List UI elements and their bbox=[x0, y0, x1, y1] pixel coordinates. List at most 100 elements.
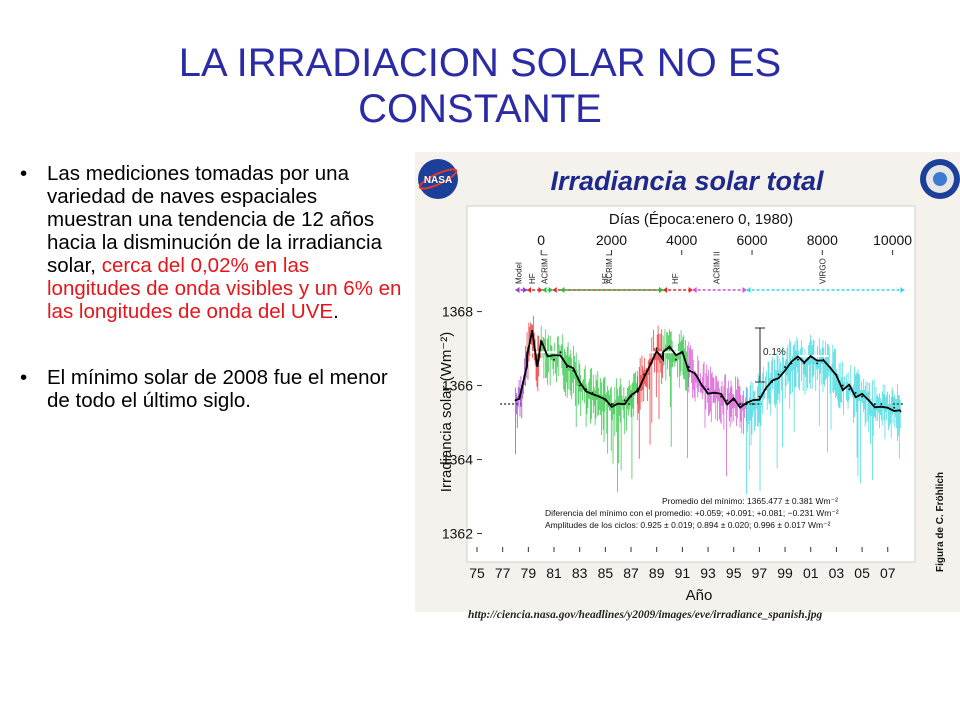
x-tick-label: 93 bbox=[700, 565, 716, 581]
series-point bbox=[526, 362, 528, 365]
top-tick-label: 10000 bbox=[873, 232, 912, 248]
instrument-label: HF bbox=[528, 273, 537, 284]
series-point bbox=[585, 388, 588, 391]
slide-title-line2: CONSTANTE bbox=[358, 87, 602, 131]
x-tick-label: 05 bbox=[854, 565, 870, 581]
x-tick-label: 83 bbox=[572, 565, 588, 581]
smoothed-series-line bbox=[515, 330, 901, 412]
x-tick-label: 03 bbox=[829, 565, 845, 581]
series-point bbox=[835, 373, 838, 376]
series-point bbox=[598, 395, 600, 398]
series-point bbox=[694, 373, 697, 376]
bullet-end: . bbox=[333, 300, 339, 323]
series-point bbox=[675, 358, 677, 361]
series-point bbox=[854, 392, 857, 394]
series-point bbox=[668, 347, 671, 350]
x-tick-label: 99 bbox=[777, 565, 793, 581]
series-point bbox=[636, 388, 639, 391]
series-point bbox=[540, 343, 543, 346]
series-point bbox=[617, 403, 620, 405]
source-url[interactable]: http://ciencia.nasa.gov/headlines/y2009/… bbox=[468, 609, 823, 621]
series-point bbox=[829, 366, 831, 368]
series-point bbox=[518, 395, 521, 398]
series-point bbox=[771, 380, 774, 383]
chart-title: Irradiancia solar total bbox=[550, 166, 824, 196]
nasa-logo-icon: NASA bbox=[418, 159, 458, 199]
x-tick-label: 89 bbox=[649, 565, 665, 581]
x-tick-label: 81 bbox=[546, 565, 562, 581]
series-point bbox=[687, 366, 690, 368]
series-point bbox=[796, 358, 799, 361]
irradiance-chart: NASA Irradiancia solar total Días (Época… bbox=[418, 159, 960, 604]
x-tick-label: 87 bbox=[623, 565, 639, 581]
instrument-label: VIRGO bbox=[818, 258, 827, 284]
series-point bbox=[655, 347, 658, 350]
series-point bbox=[700, 384, 703, 387]
annotation-minimum-average: Promedio del mínimo: 1365.477 ± 0.381 Wm… bbox=[662, 496, 838, 506]
instrument-label: HF bbox=[671, 273, 680, 284]
series-point bbox=[803, 362, 806, 365]
series-point bbox=[752, 403, 754, 405]
plot-frame bbox=[466, 205, 916, 563]
series-point bbox=[886, 406, 889, 409]
bullet-text: Las mediciones tomadas por una variedad … bbox=[47, 162, 383, 277]
instrument-label: Model bbox=[514, 262, 523, 284]
instrument-range-arrow bbox=[515, 287, 528, 293]
instrument-label: ACRIM I bbox=[605, 254, 614, 284]
series-point bbox=[790, 362, 793, 365]
top-axis-label: Días (Época:enero 0, 1980) bbox=[609, 211, 793, 228]
series-point bbox=[809, 355, 812, 357]
top-tick-label: 8000 bbox=[807, 232, 838, 248]
series-point bbox=[874, 403, 876, 405]
series-point bbox=[848, 388, 851, 391]
top-tick-label: 4000 bbox=[666, 232, 697, 248]
series-point bbox=[726, 399, 729, 402]
bullet-item: • Las mediciones tomadas por una variedad… bbox=[12, 162, 407, 323]
y-tick-label: 1364 bbox=[442, 452, 473, 468]
bullet-marker: • bbox=[20, 366, 28, 389]
y-tick-label: 1368 bbox=[442, 304, 473, 320]
series-point bbox=[732, 399, 735, 402]
series-point bbox=[880, 403, 883, 405]
bullet-list: • Las mediciones tomadas por una variedad… bbox=[12, 162, 407, 455]
top-tick-label: 2000 bbox=[596, 232, 627, 248]
nasa-logo-text: NASA bbox=[424, 175, 452, 186]
series-point bbox=[522, 380, 525, 383]
bullet-text: El mínimo solar de 2008 fue el menor de … bbox=[47, 366, 388, 412]
slide-title-line1: LA IRRADIACION SOLAR NO ES bbox=[178, 41, 782, 85]
bullet-item: • El mínimo solar de 2008 fue el menor de… bbox=[12, 366, 407, 412]
top-tick-label: 0 bbox=[537, 232, 545, 248]
series-point bbox=[784, 366, 786, 368]
x-tick-label: 07 bbox=[880, 565, 896, 581]
annotation-cycle-amplitudes: Amplitudes de los ciclos: 0.925 ± 0.019;… bbox=[545, 520, 831, 530]
series-point bbox=[745, 403, 748, 405]
series-point bbox=[565, 366, 568, 368]
bullet-marker: • bbox=[20, 162, 28, 185]
x-tick-label: 75 bbox=[469, 565, 485, 581]
figure-credit: Figura de C. Fröhlich bbox=[935, 472, 946, 572]
series-point bbox=[591, 392, 594, 394]
series-point bbox=[578, 384, 581, 387]
amplitude-bracket: 0.1% bbox=[755, 327, 786, 383]
series-point bbox=[816, 362, 819, 365]
series-point bbox=[662, 355, 665, 357]
top-tick-label: 6000 bbox=[736, 232, 767, 248]
x-tick-label: 01 bbox=[803, 565, 819, 581]
series-point bbox=[893, 406, 896, 409]
x-tick-label: 95 bbox=[726, 565, 742, 581]
series-point bbox=[536, 362, 539, 365]
series-point bbox=[604, 399, 607, 402]
series-point bbox=[630, 395, 632, 398]
bullet-highlight: cerca del 0,02% en las longitudes de ond… bbox=[47, 254, 402, 323]
x-tick-label: 97 bbox=[752, 565, 768, 581]
amplitude-label: 0.1% bbox=[763, 347, 786, 358]
series-point bbox=[546, 355, 549, 357]
series-point bbox=[758, 395, 761, 398]
irradiance-figure: NASA Irradiancia solar total Días (Época… bbox=[415, 152, 960, 612]
instrument-range-arrow bbox=[542, 287, 553, 293]
series-point bbox=[707, 388, 709, 391]
annotation-minimum-diff: Diferencia del mínimo con el promedio: +… bbox=[545, 508, 839, 518]
series-point bbox=[861, 395, 863, 398]
series-point bbox=[559, 351, 562, 354]
x-tick-label: 91 bbox=[675, 565, 691, 581]
